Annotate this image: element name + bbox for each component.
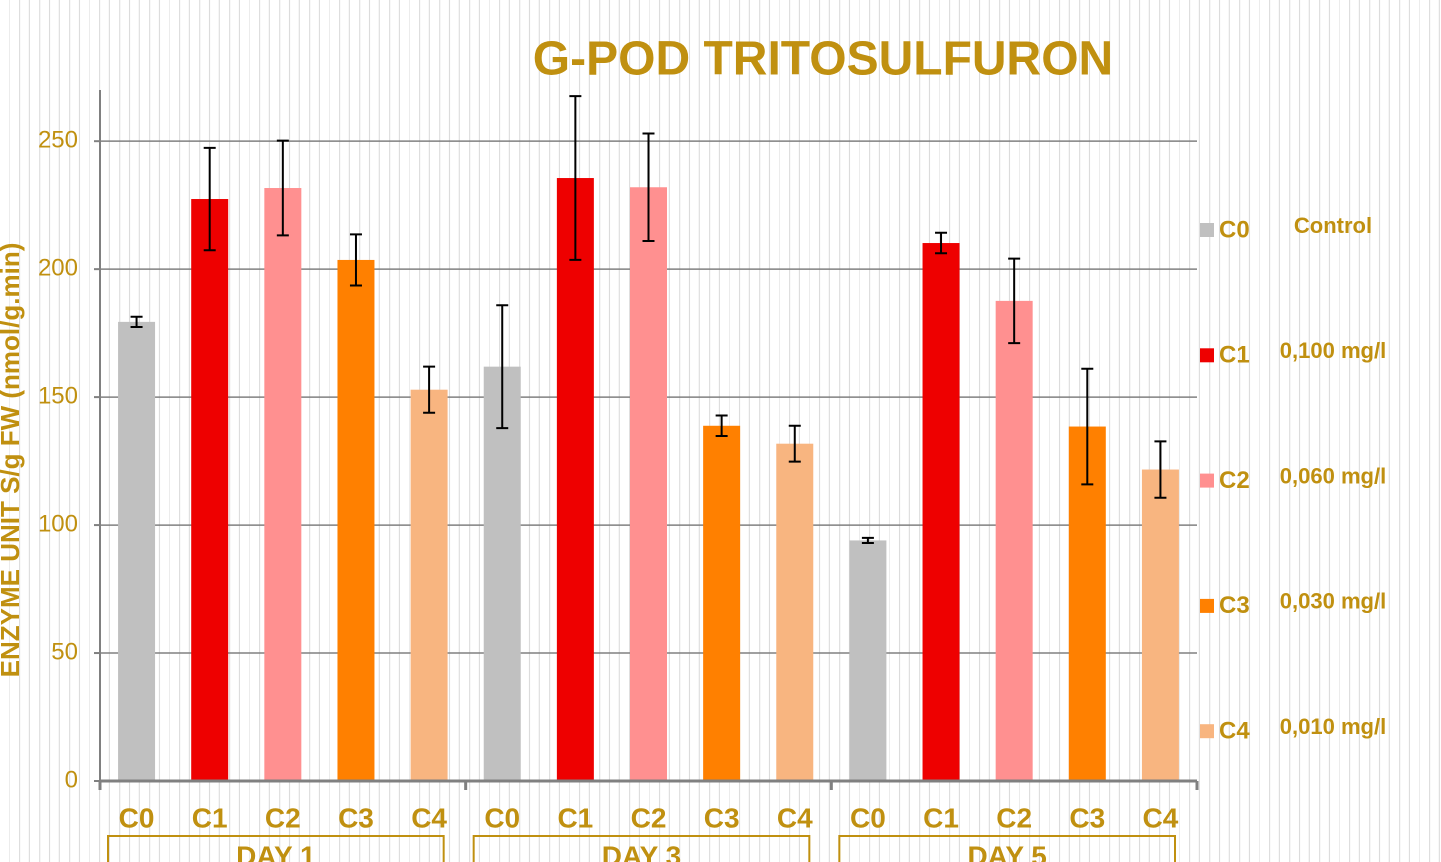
error-bar	[935, 231, 948, 255]
x-tick-label: C3	[704, 802, 740, 833]
error-bar	[861, 536, 874, 544]
legend-swatch	[1200, 724, 1214, 739]
error-bar	[1081, 367, 1094, 486]
legend-label: C4	[1219, 718, 1250, 745]
bar	[630, 187, 667, 782]
error-bar	[349, 233, 362, 287]
error-bar	[715, 414, 728, 438]
error-bar	[642, 132, 655, 242]
y-tick-label: 150	[38, 382, 78, 409]
legend-swatch	[1200, 348, 1214, 363]
group-box	[838, 835, 1176, 862]
y-tick-label: 100	[38, 510, 78, 537]
bar	[995, 300, 1033, 781]
error-bar	[569, 95, 582, 261]
bar	[337, 259, 375, 781]
x-tick-label: C0	[119, 802, 155, 833]
y-tick-label: 250	[38, 127, 78, 154]
legend-swatch	[1200, 473, 1214, 488]
legend-note: 0,030 mg/l	[1280, 589, 1386, 614]
x-tick-label: C4	[777, 802, 813, 833]
bar	[264, 188, 302, 781]
legend-swatch	[1200, 223, 1214, 237]
bar	[191, 199, 229, 782]
group-box	[107, 835, 445, 862]
bar	[1141, 469, 1179, 781]
bar	[922, 243, 960, 781]
legend-note: 0,100 mg/l	[1280, 338, 1386, 363]
bar	[556, 178, 594, 781]
x-tick-label: C1	[557, 802, 593, 833]
x-tick-label: C2	[265, 802, 301, 833]
group-label: DAY 5	[967, 840, 1046, 862]
error-bar	[423, 365, 436, 414]
error-bar	[203, 146, 216, 252]
error-bar	[130, 315, 143, 328]
chart-title: G-POD TRITOSULFURON	[533, 33, 1113, 86]
error-bar	[1008, 257, 1021, 345]
bar	[118, 321, 156, 781]
x-tick-label: C0	[484, 802, 520, 833]
bar	[410, 389, 448, 781]
x-tick-label: C1	[923, 802, 959, 833]
group-label: DAY 1	[236, 840, 315, 862]
y-tick-label: 200	[38, 254, 78, 281]
legend-label: C1	[1219, 342, 1250, 369]
group-box	[472, 835, 811, 862]
legend-note: 0,010 mg/l	[1280, 714, 1386, 739]
bar	[1068, 426, 1106, 781]
y-tick-label: 0	[65, 766, 78, 793]
error-bar	[276, 139, 289, 237]
y-tick-label: 50	[51, 638, 78, 665]
legend-swatch	[1200, 598, 1214, 613]
legend-note: Control	[1294, 213, 1372, 238]
legend-label: C3	[1219, 592, 1250, 619]
x-tick-label: C0	[850, 802, 886, 833]
error-bar	[1154, 440, 1167, 499]
x-tick-label: C2	[996, 802, 1032, 833]
error-bar	[788, 424, 801, 463]
x-tick-label: C3	[1069, 802, 1105, 833]
bar	[776, 443, 814, 781]
bar	[849, 540, 887, 781]
x-tick-label: C4	[1143, 802, 1179, 833]
bar	[703, 425, 741, 781]
error-bar	[496, 304, 509, 430]
y-axis-label: ENZYME UNIT S/g FW (nmol/g.min)	[0, 243, 25, 678]
legend-note: 0,060 mg/l	[1280, 463, 1386, 488]
x-tick-label: C1	[192, 802, 228, 833]
legend-label: C0	[1219, 216, 1250, 243]
x-tick-label: C3	[338, 802, 374, 833]
x-tick-label: C4	[411, 802, 447, 833]
legend-label: C2	[1219, 467, 1250, 494]
group-label: DAY 3	[602, 840, 681, 862]
x-tick-label: C2	[631, 802, 667, 833]
bar	[483, 366, 521, 781]
